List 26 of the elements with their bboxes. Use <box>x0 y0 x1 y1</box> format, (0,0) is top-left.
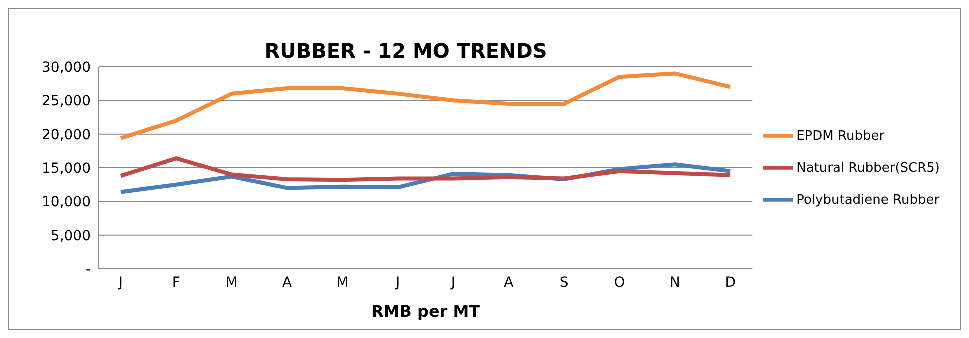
x-tick-label: M <box>226 274 238 291</box>
x-axis-title: RMB per MT <box>371 302 480 321</box>
y-tick-label: - <box>86 262 91 278</box>
y-tick-label: 10,000 <box>42 194 91 211</box>
legend-label: Natural Rubber(SCR5) <box>796 161 940 176</box>
line-series <box>119 72 733 140</box>
x-tick-label: J <box>395 274 400 291</box>
x-tick-label: F <box>172 274 180 291</box>
y-tick-label: 20,000 <box>42 127 91 144</box>
y-tick-label: 5,000 <box>50 228 91 244</box>
x-tick-label: J <box>450 274 456 291</box>
y-tick-label: 30,000 <box>42 60 91 76</box>
line-series <box>119 156 733 182</box>
x-tick-label: O <box>614 274 626 291</box>
x-tick-label: S <box>560 274 569 291</box>
legend-label: EPDM Rubber <box>796 129 885 144</box>
x-tick-label: M <box>336 274 349 291</box>
legend-label: Polybutadiene Rubber <box>796 193 940 208</box>
x-tick-label: J <box>118 274 124 291</box>
x-tick-label: N <box>670 274 680 291</box>
x-tick-label: A <box>282 274 292 291</box>
x-tick-label: A <box>504 274 514 291</box>
y-tick-label: 15,000 <box>42 160 91 177</box>
chart-title: RUBBER - 12 MO TRENDS <box>264 39 548 63</box>
y-tick-label: 25,000 <box>42 94 91 110</box>
x-tick-label: D <box>725 274 736 291</box>
